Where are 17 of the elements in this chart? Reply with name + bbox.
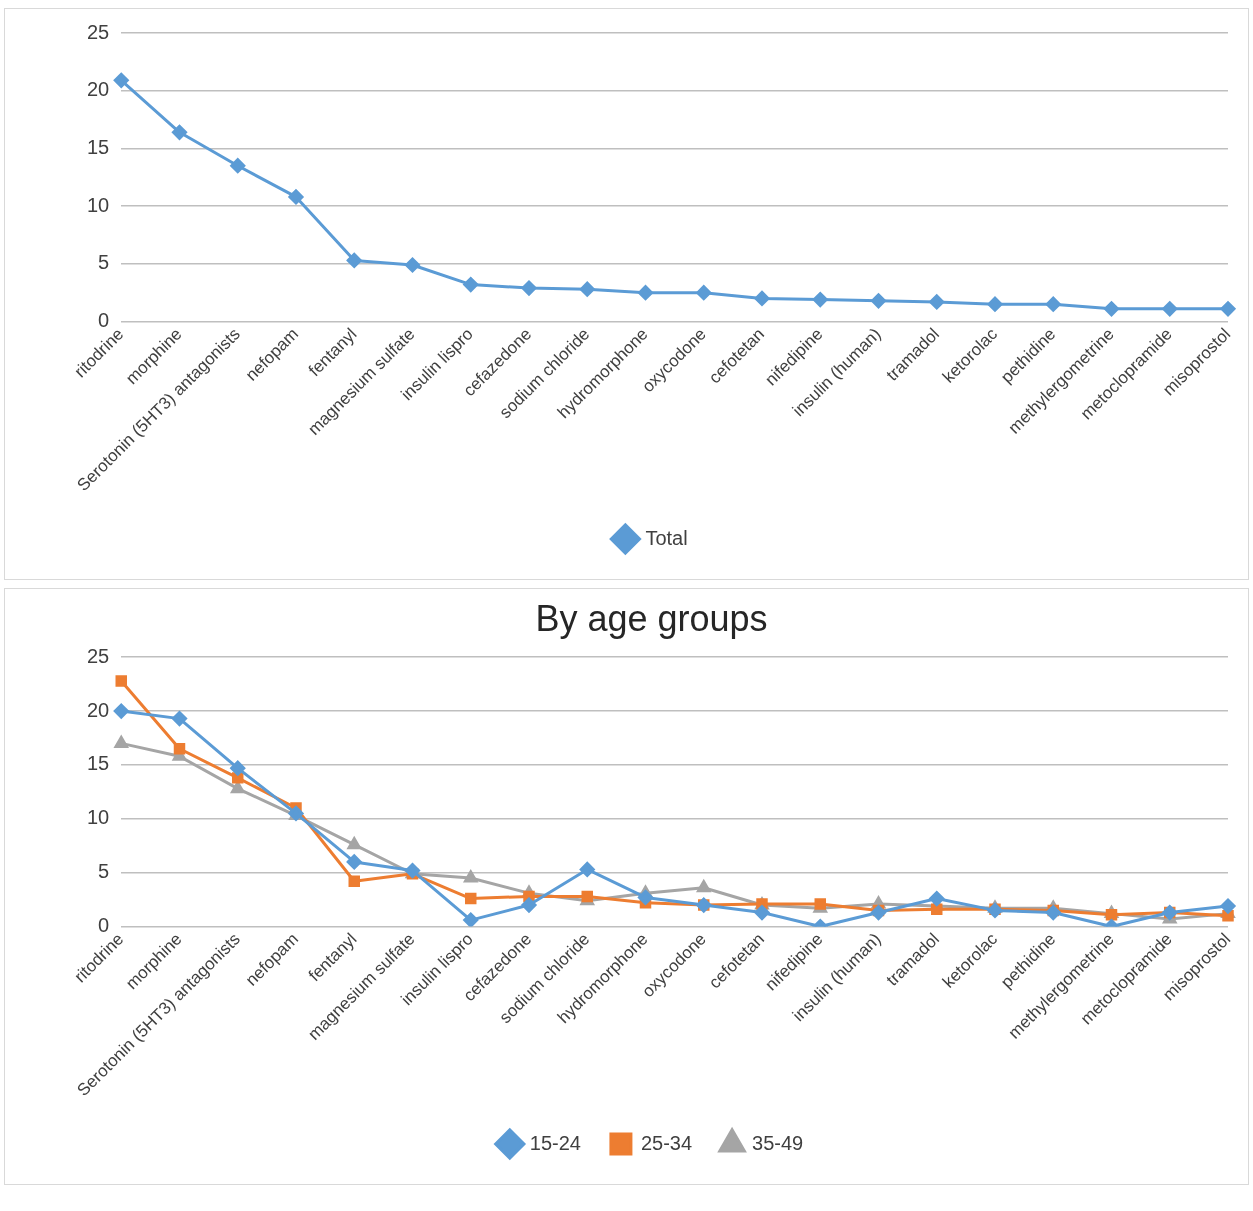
y-tick-label: 25: [87, 644, 110, 667]
legend-label: Total: [645, 526, 688, 549]
chart-title: By age groups: [535, 597, 768, 639]
y-tick-label: 10: [87, 193, 110, 216]
y-tick-label: 0: [98, 309, 110, 332]
y-tick-label: 25: [87, 20, 110, 43]
y-tick-label: 15: [87, 135, 110, 158]
y-tick-label: 0: [98, 914, 110, 937]
legend-label: 35-49: [752, 1131, 804, 1154]
legend-label: 25-34: [640, 1131, 693, 1154]
y-tick-label: 5: [98, 251, 110, 274]
y-tick-label: 5: [98, 860, 110, 883]
y-tick-label: 20: [87, 698, 110, 721]
legend-label: 15-24: [529, 1131, 581, 1154]
y-tick-label: 15: [87, 752, 110, 775]
y-tick-label: 10: [87, 806, 110, 829]
y-tick-label: 20: [87, 78, 110, 101]
